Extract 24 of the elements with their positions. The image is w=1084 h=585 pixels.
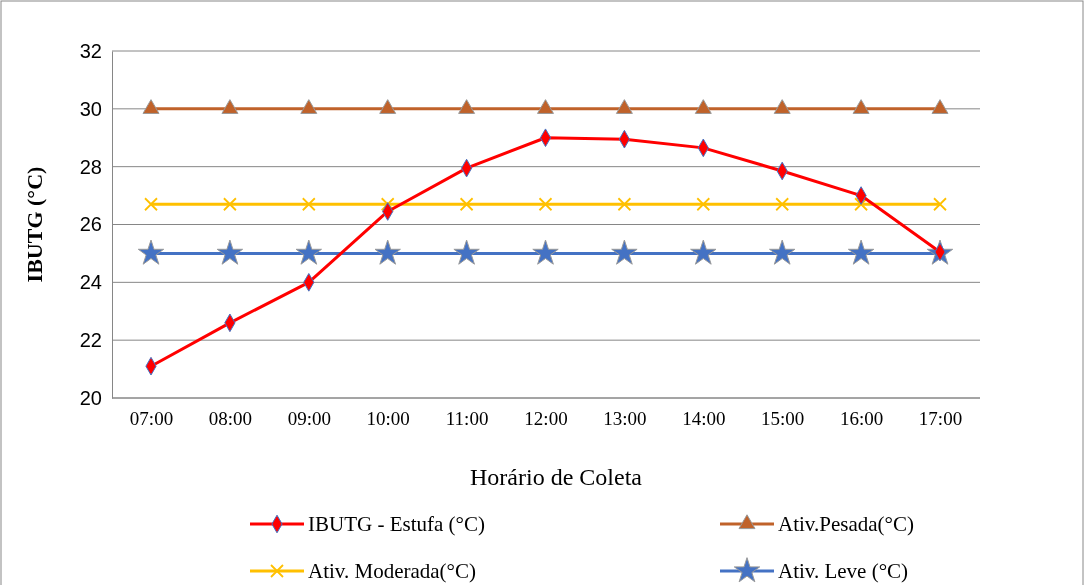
x-tick-label: 09:00: [287, 408, 331, 430]
x-tick-label: 08:00: [208, 408, 253, 430]
y-tick-label: 28: [79, 155, 102, 178]
y-tick-label: 22: [79, 329, 102, 352]
x-tick-label: 11:00: [445, 408, 489, 430]
legend-label: IBUTG - Estufa (°C): [308, 512, 485, 536]
y-tick-label: 24: [79, 271, 102, 294]
x-tick-label: 13:00: [603, 408, 647, 430]
legend-label: Ativ. Moderada(°C): [308, 559, 476, 583]
y-tick-label: 20: [79, 386, 102, 409]
x-tick-label: 10:00: [366, 408, 410, 430]
y-axis-title: IBUTG (°C): [22, 166, 47, 283]
x-tick-label: 12:00: [524, 408, 568, 430]
legend-label: Ativ. Leve (°C): [778, 559, 909, 583]
x-tick-label: 17:00: [918, 408, 963, 430]
x-tick-label: 15:00: [761, 408, 805, 430]
x-axis-title: Horário de Coleta: [470, 464, 643, 490]
x-tick-label: 07:00: [129, 408, 174, 430]
y-tick-label: 30: [79, 97, 102, 120]
y-tick-label: 26: [79, 213, 102, 236]
x-tick-label: 14:00: [682, 408, 726, 430]
x-tick-label: 16:00: [839, 408, 884, 430]
y-tick-label: 32: [79, 39, 102, 62]
legend-label: Ativ.Pesada(°C): [778, 512, 914, 536]
